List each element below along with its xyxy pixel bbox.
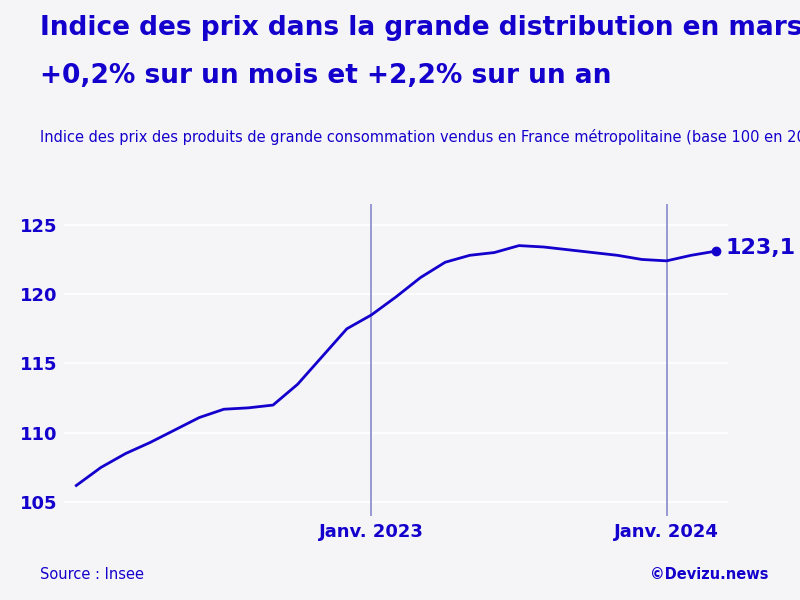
Text: Indice des prix des produits de grande consommation vendus en France métropolita: Indice des prix des produits de grande c… bbox=[40, 129, 800, 145]
Text: 123,1: 123,1 bbox=[726, 238, 796, 259]
Text: Janv. 2023: Janv. 2023 bbox=[319, 523, 424, 541]
Text: Source : Insee: Source : Insee bbox=[40, 567, 144, 582]
Text: ©Devizu.news: ©Devizu.news bbox=[650, 567, 768, 582]
Text: +0,2% sur un mois et +2,2% sur un an: +0,2% sur un mois et +2,2% sur un an bbox=[40, 63, 611, 89]
Text: Indice des prix dans la grande distribution en mars :: Indice des prix dans la grande distribut… bbox=[40, 15, 800, 41]
Text: Janv. 2024: Janv. 2024 bbox=[614, 523, 719, 541]
